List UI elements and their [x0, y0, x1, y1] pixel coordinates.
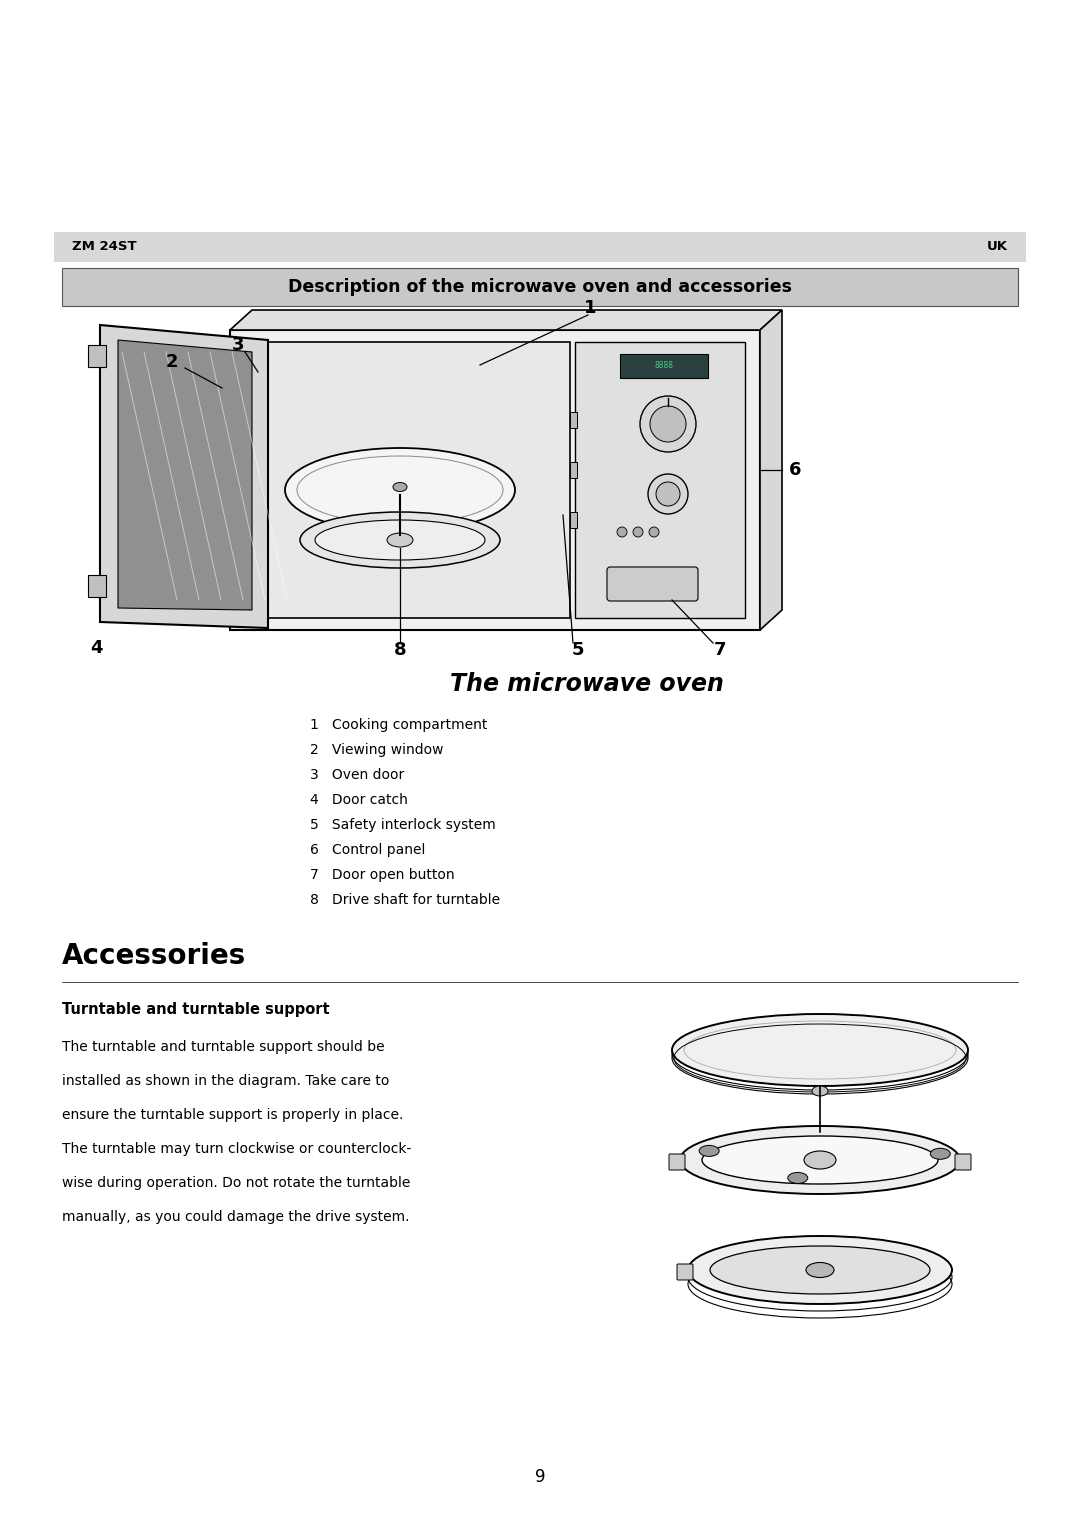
Ellipse shape [710, 1245, 930, 1294]
Circle shape [617, 527, 627, 536]
Ellipse shape [672, 1015, 968, 1086]
Bar [620, 354, 708, 377]
Text: 4   Door catch: 4 Door catch [310, 793, 408, 807]
Text: UK: UK [987, 240, 1008, 254]
Text: 6   Control panel: 6 Control panel [310, 843, 426, 857]
Text: Accessories: Accessories [62, 941, 246, 970]
Text: installed as shown in the diagram. Take care to: installed as shown in the diagram. Take … [62, 1074, 390, 1088]
Polygon shape [100, 325, 268, 628]
FancyBboxPatch shape [955, 1154, 971, 1170]
Polygon shape [118, 341, 252, 610]
Text: 3: 3 [232, 336, 244, 354]
FancyBboxPatch shape [607, 567, 698, 601]
Text: The turntable may turn clockwise or counterclock-: The turntable may turn clockwise or coun… [62, 1141, 411, 1157]
Text: ZM 24ST: ZM 24ST [72, 240, 137, 254]
Text: 8   Drive shaft for turntable: 8 Drive shaft for turntable [310, 892, 500, 908]
Ellipse shape [806, 1262, 834, 1277]
Text: 8888: 8888 [654, 362, 674, 370]
Circle shape [650, 406, 686, 442]
Bar [87, 575, 106, 597]
Bar [570, 413, 577, 428]
Text: manually, as you could damage the drive system.: manually, as you could damage the drive … [62, 1210, 409, 1224]
Circle shape [640, 396, 696, 452]
Bar [245, 342, 570, 617]
Bar [570, 461, 577, 478]
Ellipse shape [300, 512, 500, 568]
Text: Turntable and turntable support: Turntable and turntable support [62, 1002, 329, 1018]
FancyBboxPatch shape [669, 1154, 685, 1170]
Text: 1: 1 [584, 299, 596, 316]
Ellipse shape [393, 483, 407, 492]
Text: ensure the turntable support is properly in place.: ensure the turntable support is properly… [62, 1108, 403, 1122]
Text: 5   Safety interlock system: 5 Safety interlock system [310, 817, 496, 833]
Ellipse shape [930, 1148, 950, 1160]
Ellipse shape [285, 448, 515, 532]
Text: 8: 8 [394, 642, 406, 659]
Text: 5: 5 [571, 642, 584, 659]
Text: 4: 4 [90, 639, 103, 657]
Text: 1   Cooking compartment: 1 Cooking compartment [310, 718, 487, 732]
Bar [570, 512, 577, 529]
Ellipse shape [787, 1172, 808, 1183]
Bar [62, 267, 1018, 306]
Text: Description of the microwave oven and accessories: Description of the microwave oven and ac… [288, 278, 792, 296]
Ellipse shape [699, 1146, 719, 1157]
Circle shape [649, 527, 659, 536]
Ellipse shape [315, 520, 485, 559]
Circle shape [648, 474, 688, 513]
Text: 9: 9 [535, 1468, 545, 1487]
Circle shape [633, 527, 643, 536]
Ellipse shape [680, 1126, 960, 1193]
Ellipse shape [688, 1236, 951, 1303]
Text: The microwave oven: The microwave oven [450, 672, 724, 695]
Ellipse shape [812, 1086, 828, 1096]
Ellipse shape [387, 533, 413, 547]
Text: 6: 6 [788, 461, 801, 478]
Text: wise during operation. Do not rotate the turntable: wise during operation. Do not rotate the… [62, 1177, 410, 1190]
Ellipse shape [702, 1135, 939, 1184]
FancyBboxPatch shape [677, 1264, 693, 1280]
Bar [87, 345, 106, 367]
Ellipse shape [804, 1151, 836, 1169]
Text: The turntable and turntable support should be: The turntable and turntable support shou… [62, 1041, 384, 1054]
Text: 7: 7 [714, 642, 726, 659]
Text: 3   Oven door: 3 Oven door [310, 769, 404, 782]
Text: 2: 2 [165, 353, 178, 371]
Bar [230, 330, 760, 630]
Circle shape [656, 481, 680, 506]
Text: 7   Door open button: 7 Door open button [310, 868, 455, 882]
Bar [575, 342, 745, 617]
Polygon shape [230, 310, 782, 330]
Bar [54, 232, 1026, 261]
Polygon shape [760, 310, 782, 630]
Text: 2   Viewing window: 2 Viewing window [310, 743, 444, 756]
